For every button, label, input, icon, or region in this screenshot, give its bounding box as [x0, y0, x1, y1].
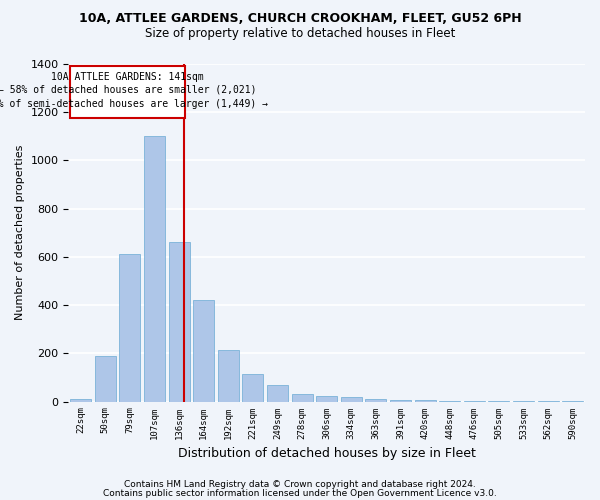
Text: ← 58% of detached houses are smaller (2,021): ← 58% of detached houses are smaller (2,… — [0, 84, 256, 94]
Bar — [316, 396, 337, 402]
Bar — [292, 394, 313, 402]
Y-axis label: Number of detached properties: Number of detached properties — [15, 145, 25, 320]
Text: 10A, ATTLEE GARDENS, CHURCH CROOKHAM, FLEET, GU52 6PH: 10A, ATTLEE GARDENS, CHURCH CROOKHAM, FL… — [79, 12, 521, 26]
Bar — [439, 401, 460, 402]
Bar — [365, 399, 386, 402]
Bar — [267, 384, 288, 402]
Bar — [144, 136, 165, 402]
Bar — [95, 356, 116, 402]
FancyBboxPatch shape — [70, 66, 185, 118]
Bar — [390, 400, 411, 402]
Bar — [218, 350, 239, 402]
Bar — [169, 242, 190, 402]
Bar — [242, 374, 263, 402]
X-axis label: Distribution of detached houses by size in Fleet: Distribution of detached houses by size … — [178, 447, 476, 460]
Text: Size of property relative to detached houses in Fleet: Size of property relative to detached ho… — [145, 28, 455, 40]
Text: 10A ATTLEE GARDENS: 141sqm: 10A ATTLEE GARDENS: 141sqm — [51, 72, 203, 82]
Text: Contains HM Land Registry data © Crown copyright and database right 2024.: Contains HM Land Registry data © Crown c… — [124, 480, 476, 489]
Bar — [193, 300, 214, 402]
Bar — [70, 399, 91, 402]
Bar — [341, 396, 362, 402]
Bar — [119, 254, 140, 402]
Text: Contains public sector information licensed under the Open Government Licence v3: Contains public sector information licen… — [103, 488, 497, 498]
Bar — [415, 400, 436, 402]
Text: 41% of semi-detached houses are larger (1,449) →: 41% of semi-detached houses are larger (… — [0, 99, 268, 109]
